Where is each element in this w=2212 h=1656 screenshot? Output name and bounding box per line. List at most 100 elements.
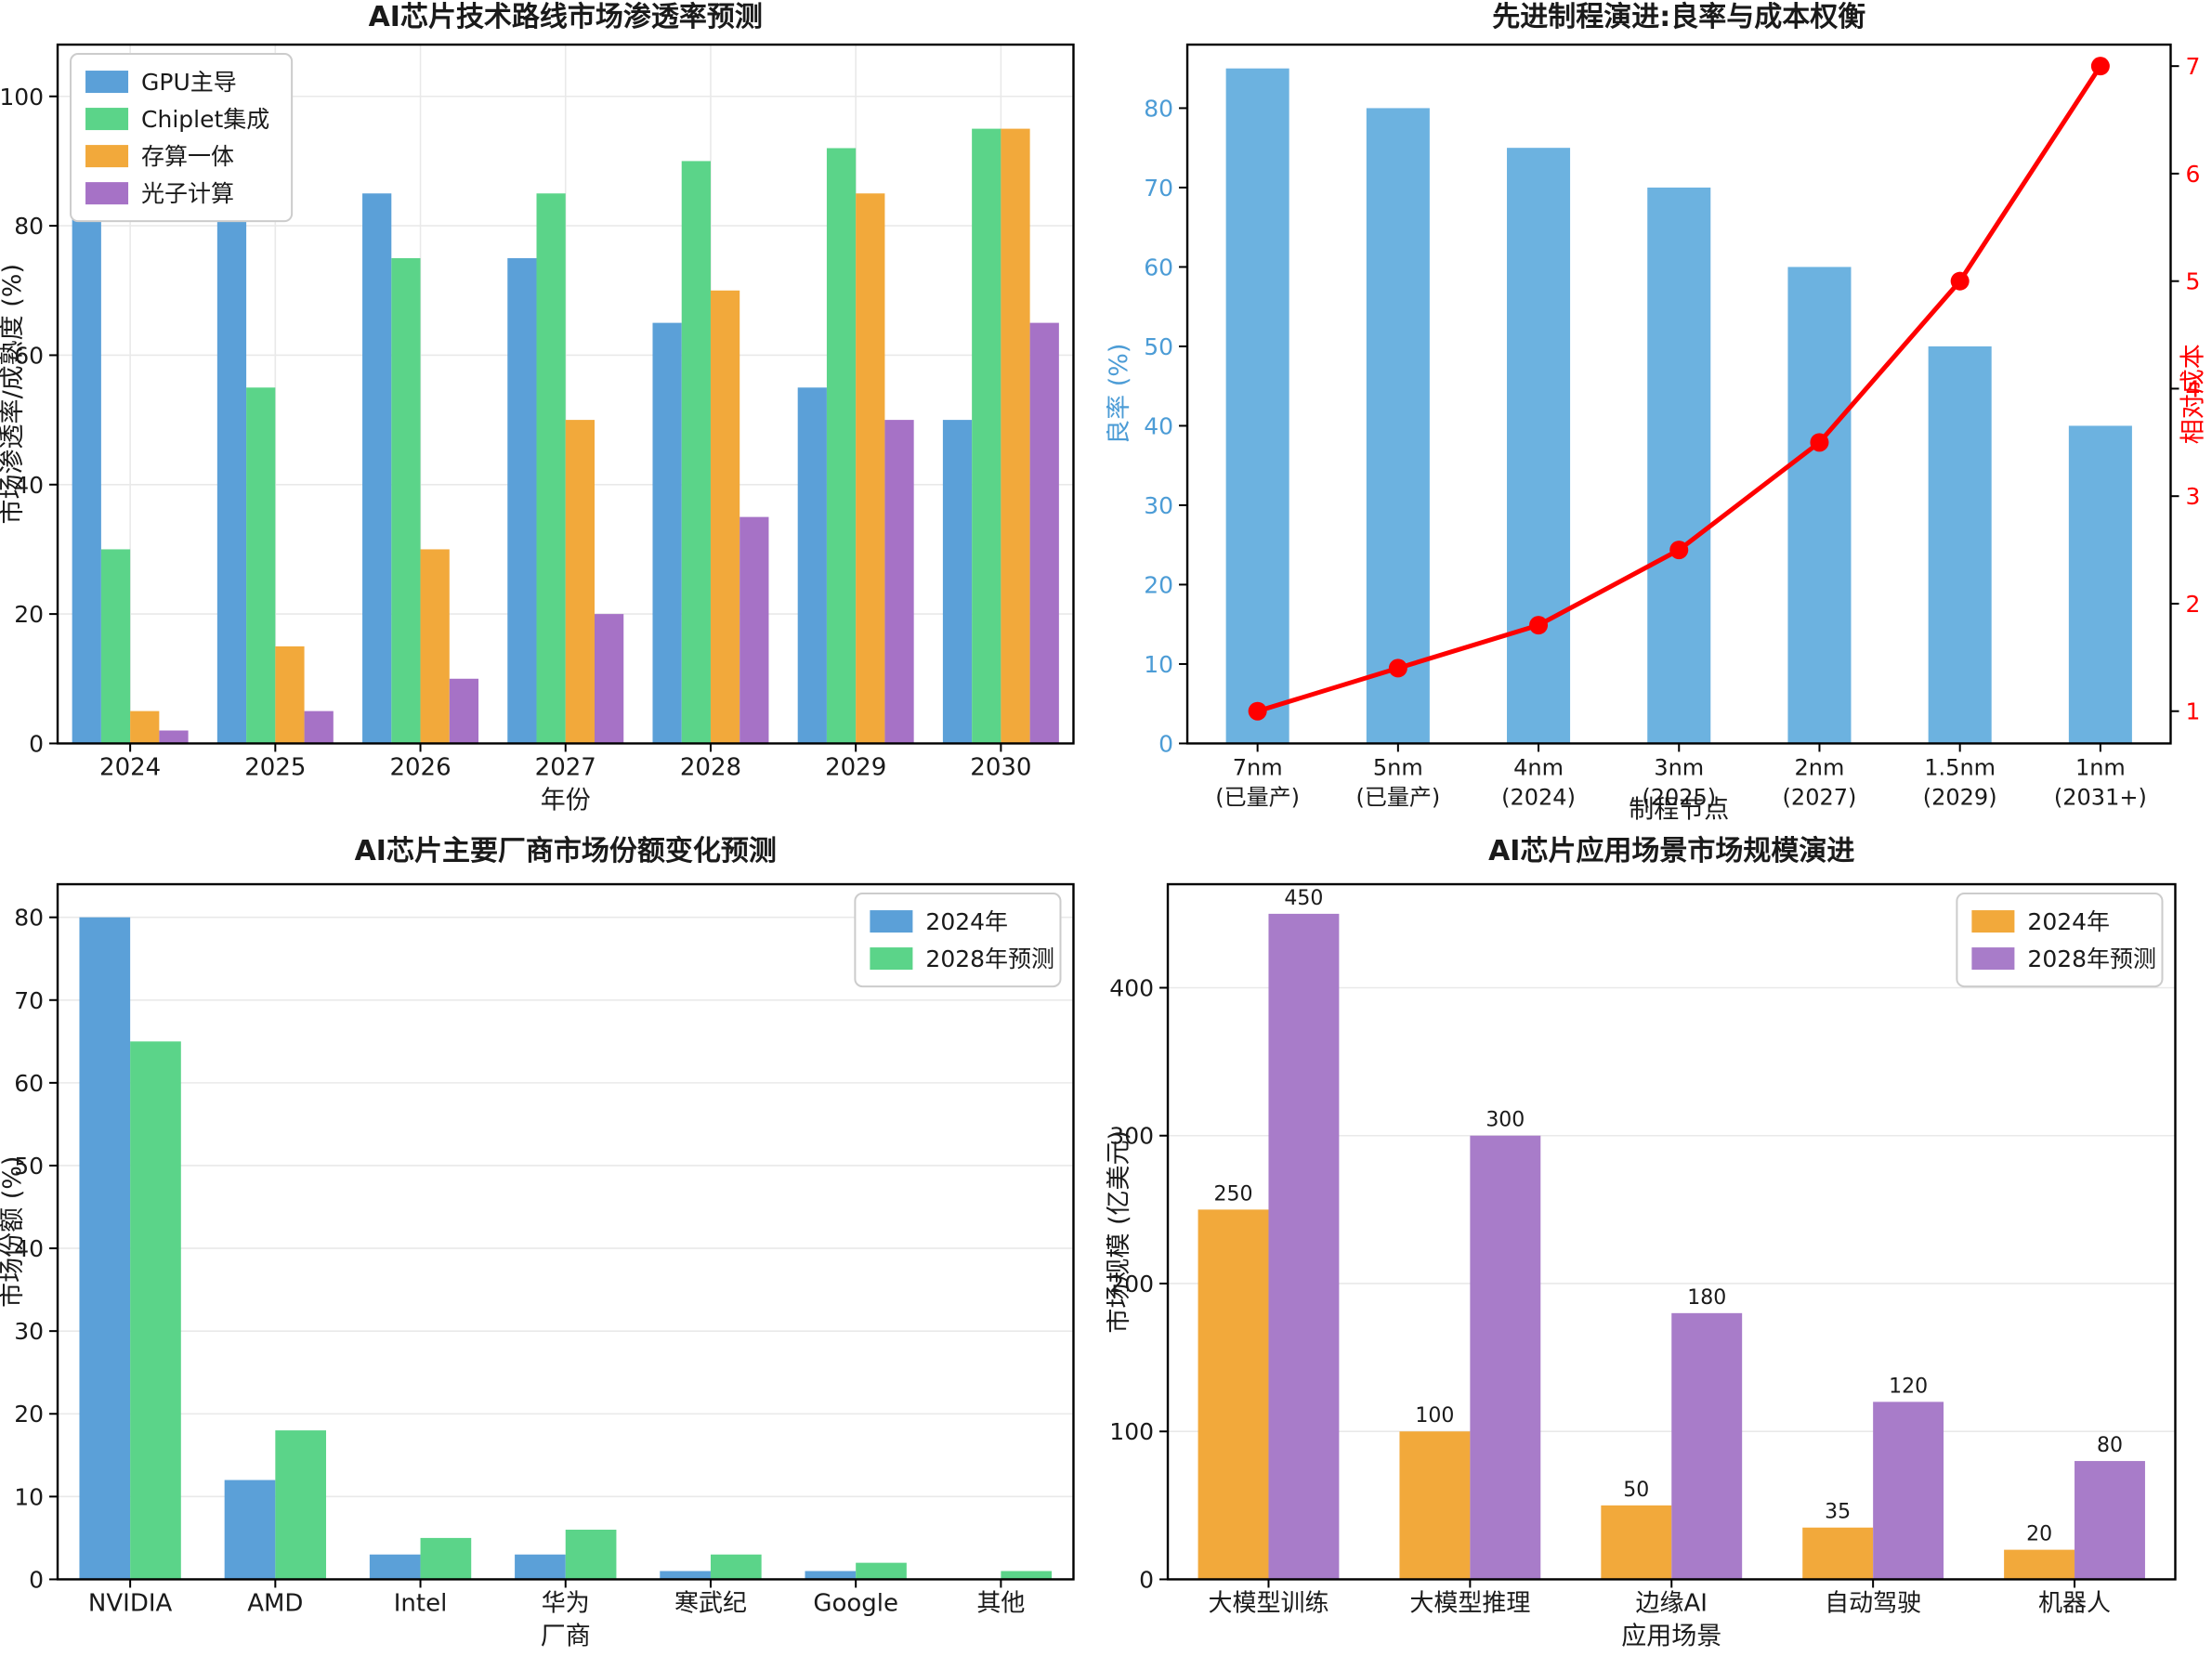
bar	[391, 257, 421, 744]
chart-panel-vendor-share: 0 10 20 30 40 50 60 70 80 NVIDIA AMD Intel 华为 寒武纪 Goog…	[0, 828, 1106, 1656]
x-tick-label: (2024)	[1501, 784, 1576, 810]
x-axis-label: 年份	[541, 786, 591, 815]
x-tick-label: (2025)	[1642, 784, 1716, 810]
x-tick-label: 大模型推理	[1409, 1589, 1530, 1617]
line-point	[1950, 271, 1970, 291]
y-tick-label: 0	[1158, 730, 1173, 757]
bar	[369, 1554, 421, 1579]
y-tick-label: 80	[14, 904, 44, 931]
y-tick-label: 20	[1144, 571, 1173, 598]
x-axis-label: 制程节点	[1629, 795, 1729, 824]
bar	[660, 1571, 711, 1579]
plot-border	[56, 882, 1075, 1581]
line-point	[2090, 57, 2110, 76]
right-y-tick-label: 4	[2185, 375, 2200, 402]
line-point	[1809, 433, 1828, 452]
bar	[1600, 1505, 1671, 1579]
y-tick-label: 40	[1144, 412, 1173, 439]
bar-series-GPU主导	[72, 96, 973, 744]
bar	[972, 128, 1001, 744]
line-point	[1528, 616, 1548, 635]
y-tick-label: 40	[14, 1235, 44, 1262]
y-tick-label: 0	[29, 730, 44, 757]
bar	[942, 420, 973, 744]
bar	[1872, 1401, 1944, 1579]
y-tick-label: 20	[14, 601, 44, 628]
bar	[130, 1040, 181, 1579]
bar	[2068, 425, 2132, 744]
value-label: 50	[1623, 1478, 1649, 1501]
legend-label: 2024年	[2027, 908, 2110, 935]
value-label: 100	[1415, 1404, 1454, 1428]
bar-series-2028年预测	[1267, 913, 2145, 1579]
legend-label: 存算一体	[141, 143, 234, 170]
bar	[449, 678, 479, 744]
x-tick-label: (2029)	[1922, 784, 1996, 810]
y-tick-label: 10	[14, 1483, 44, 1510]
chart-title: AI芯片技术路线市场渗透率预测	[369, 1, 763, 33]
right-y-tick-label: 5	[2185, 268, 2200, 295]
y-tick-label: 30	[1144, 492, 1173, 519]
x-tick-label: 大模型训练	[1208, 1589, 1329, 1617]
bar-series-2024年	[79, 917, 857, 1579]
vendor-share-chart-canvas: 0 10 20 30 40 50 60 70 80 NVIDIA AMD Intel 华为 寒武纪 Goog…	[0, 828, 1106, 1656]
bar	[884, 420, 914, 744]
bar	[1225, 68, 1289, 744]
line-point	[1248, 701, 1267, 721]
bar	[420, 549, 450, 744]
bar	[159, 730, 189, 744]
x-tick-label: 华为	[542, 1589, 590, 1617]
x-tick-label: 1nm	[2075, 754, 2125, 780]
legend-box	[70, 53, 294, 223]
legend-swatch	[1970, 946, 2014, 970]
bar	[1198, 1208, 1268, 1579]
bar	[216, 128, 247, 744]
bar	[1670, 1312, 1742, 1579]
bar	[536, 193, 566, 744]
bar	[246, 387, 276, 744]
y-tick-label: 100	[0, 84, 44, 111]
bar	[856, 1562, 907, 1579]
value-label: 35	[1825, 1500, 1851, 1523]
bar	[1267, 913, 1339, 1579]
chart-title: AI芯片主要厂商市场份额变化预测	[355, 835, 777, 867]
plot-border	[1166, 882, 2177, 1581]
right-y-axis-label: 相对成本	[2179, 344, 2207, 444]
application-market-chart-canvas: 250 100 50 35 20 450 300 180 120 80 0 100 200 300 400 大…	[1106, 828, 2212, 1656]
y-tick-label: 20	[14, 1401, 44, 1428]
bar	[79, 917, 131, 1579]
x-tick-label: 5nm	[1372, 754, 1422, 780]
bar-series-光子计算	[159, 322, 1059, 744]
x-tick-label: 7nm	[1232, 754, 1282, 780]
right-y-tick-label: 2	[2185, 591, 2200, 618]
x-tick-label: 2025	[244, 753, 306, 781]
bar	[304, 711, 334, 744]
legend: 2024年 2028年预测	[854, 892, 1062, 987]
bar	[362, 193, 392, 744]
chart-panel-penetration: 0 20 40 60 80 100 2024 2025 2026 2027 2028 2029 2030…	[0, 0, 1106, 828]
line-point	[1669, 541, 1688, 560]
x-tick-label: 2029	[825, 753, 886, 781]
bar	[1398, 1430, 1470, 1579]
x-tick-label: (2027)	[1782, 784, 1856, 810]
y-tick-label: 400	[1109, 974, 1154, 1001]
y-tick-label: 60	[1144, 254, 1173, 280]
bar	[275, 1429, 327, 1579]
chart-title: 先进制程演进:良率与成本权衡	[1492, 1, 1865, 33]
y-tick-label: 80	[14, 213, 44, 240]
x-tick-label: Google	[813, 1589, 898, 1617]
bar	[1646, 187, 1710, 744]
y-tick-label: 80	[1144, 95, 1173, 122]
right-y-tick-label: 6	[2185, 161, 2200, 188]
legend-label: Chiplet集成	[141, 106, 269, 133]
x-tick-label: 2024	[99, 753, 161, 781]
value-label: 80	[2096, 1434, 2122, 1457]
bar	[2074, 1460, 2145, 1579]
y-tick-label: 100	[1109, 1418, 1154, 1445]
legend-swatch	[870, 909, 913, 932]
bar	[420, 1537, 472, 1579]
legend-label: GPU主导	[141, 69, 237, 96]
chart-panel-process-node: 1 2 3 4 5 6 7 相对成本 0 10 20 30 40 50 60 70 80 7nm (已量产) 5nm (…	[1106, 0, 2212, 828]
x-tick-label: AMD	[247, 1589, 303, 1617]
